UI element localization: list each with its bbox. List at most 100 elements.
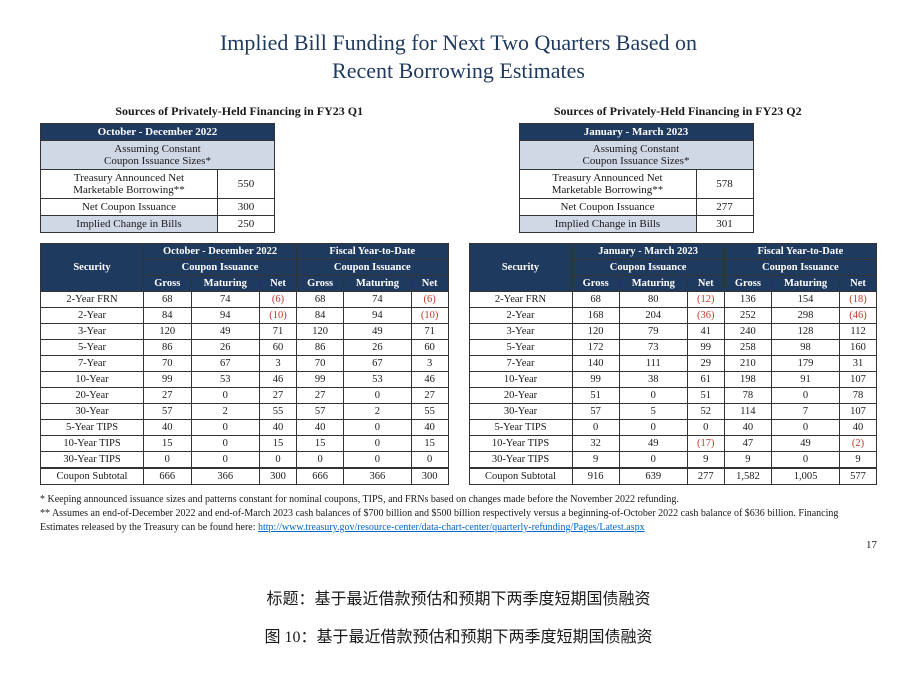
value-cell: 0 (191, 388, 259, 404)
q1-assumption: Assuming Constant Coupon Issuance Sizes* (41, 141, 275, 170)
value-cell: 210 (724, 356, 771, 372)
value-cell: 74 (191, 292, 259, 308)
value-cell: 0 (619, 452, 687, 469)
value-cell: 111 (619, 356, 687, 372)
value-cell: 916 (572, 468, 619, 485)
value-cell: 68 (144, 292, 192, 308)
value-cell: 46 (259, 372, 296, 388)
value-cell: 68 (297, 292, 344, 308)
value-cell: 0 (344, 420, 412, 436)
table-row: 7-Year7067370673 (41, 356, 449, 372)
q2-period-header: January - March 2023 (519, 124, 753, 141)
value-cell: 91 (772, 372, 840, 388)
value-cell: (10) (259, 308, 296, 324)
security-cell: 5-Year (41, 340, 144, 356)
table-row: 10-Year TIPS1501515015 (41, 436, 449, 452)
value-cell: 32 (572, 436, 619, 452)
value-cell: 94 (344, 308, 412, 324)
value-cell: 0 (297, 452, 344, 469)
value-cell: 0 (572, 420, 619, 436)
value-cell: 107 (840, 372, 877, 388)
value-cell: 160 (840, 340, 877, 356)
value-cell: 5 (619, 404, 687, 420)
value-cell: 55 (259, 404, 296, 420)
security-cell: 10-Year (469, 372, 572, 388)
table-row: 7-Year1401112921017931 (469, 356, 877, 372)
value-cell: 258 (724, 340, 771, 356)
security-cell: 7-Year (469, 356, 572, 372)
security-cell: 10-Year (41, 372, 144, 388)
security-cell: 7-Year (41, 356, 144, 372)
value-cell: 2 (191, 404, 259, 420)
value-cell: 41 (687, 324, 724, 340)
value-cell: 300 (259, 468, 296, 485)
page-number: 17 (40, 539, 877, 551)
table-row: Treasury Announced Net Marketable Borrow… (519, 170, 753, 199)
value-cell: 74 (344, 292, 412, 308)
value-cell: 99 (297, 372, 344, 388)
value-cell: 99 (144, 372, 192, 388)
q1-section-title: Sources of Privately-Held Financing in F… (40, 104, 439, 119)
value-cell: 0 (344, 436, 412, 452)
security-cell: 10-Year TIPS (469, 436, 572, 452)
chinese-captions: 标题：基于最近借款预估和预期下两季度短期国债融资 图 10：基于最近借款预估和预… (40, 581, 877, 658)
value-cell: 0 (191, 452, 259, 469)
value-cell: 112 (840, 324, 877, 340)
value-cell: 51 (687, 388, 724, 404)
value-cell: 55 (411, 404, 448, 420)
value-cell: 27 (411, 388, 448, 404)
security-cell: 5-Year TIPS (41, 420, 144, 436)
value-cell: 67 (344, 356, 412, 372)
value-cell: 15 (144, 436, 192, 452)
value-cell: 366 (191, 468, 259, 485)
value-cell: 0 (411, 452, 448, 469)
value-cell: 172 (572, 340, 619, 356)
security-cell: 3-Year (41, 324, 144, 340)
value-cell: 27 (297, 388, 344, 404)
security-cell: 2-Year (41, 308, 144, 324)
value-cell: 9 (687, 452, 724, 469)
value-cell: 168 (572, 308, 619, 324)
value-cell: 40 (724, 420, 771, 436)
security-cell: 30-Year (469, 404, 572, 420)
value-cell: 26 (344, 340, 412, 356)
table-row: 2-Year FRN6874(6)6874(6) (41, 292, 449, 308)
value-cell: 99 (572, 372, 619, 388)
security-cell: 20-Year (41, 388, 144, 404)
value-cell: (18) (840, 292, 877, 308)
value-cell: 154 (772, 292, 840, 308)
value-cell: 3 (259, 356, 296, 372)
value-cell: 60 (259, 340, 296, 356)
value-cell: (12) (687, 292, 724, 308)
table-row: Coupon Subtotal9166392771,5821,005577 (469, 468, 877, 485)
value-cell: 86 (297, 340, 344, 356)
value-cell: 57 (572, 404, 619, 420)
value-cell: 53 (344, 372, 412, 388)
value-cell: 27 (144, 388, 192, 404)
value-cell: 114 (724, 404, 771, 420)
security-cell: 2-Year (469, 308, 572, 324)
value-cell: 277 (687, 468, 724, 485)
table-row: 10-Year99386119891107 (469, 372, 877, 388)
table-row: 5-Year172739925898160 (469, 340, 877, 356)
value-cell: 666 (297, 468, 344, 485)
q1-detail-table: Security October - December 2022 Fiscal … (40, 243, 449, 485)
value-cell: 639 (619, 468, 687, 485)
detail-tables-row: Security October - December 2022 Fiscal … (40, 243, 877, 485)
value-cell: (17) (687, 436, 724, 452)
value-cell: 70 (144, 356, 192, 372)
value-cell: 0 (144, 452, 192, 469)
table-row: 30-Year TIPS000000 (41, 452, 449, 469)
value-cell: 300 (411, 468, 448, 485)
value-cell: 0 (619, 388, 687, 404)
value-cell: (6) (411, 292, 448, 308)
value-cell: 0 (772, 420, 840, 436)
value-cell: 120 (572, 324, 619, 340)
footnote-link[interactable]: http://www.treasury.gov/resource-center/… (258, 522, 645, 533)
value-cell: 57 (297, 404, 344, 420)
value-cell: 577 (840, 468, 877, 485)
value-cell: 666 (144, 468, 192, 485)
value-cell: 49 (619, 436, 687, 452)
q2-detail-table: Security January - March 2023 Fiscal Yea… (469, 243, 878, 485)
security-cell: 3-Year (469, 324, 572, 340)
